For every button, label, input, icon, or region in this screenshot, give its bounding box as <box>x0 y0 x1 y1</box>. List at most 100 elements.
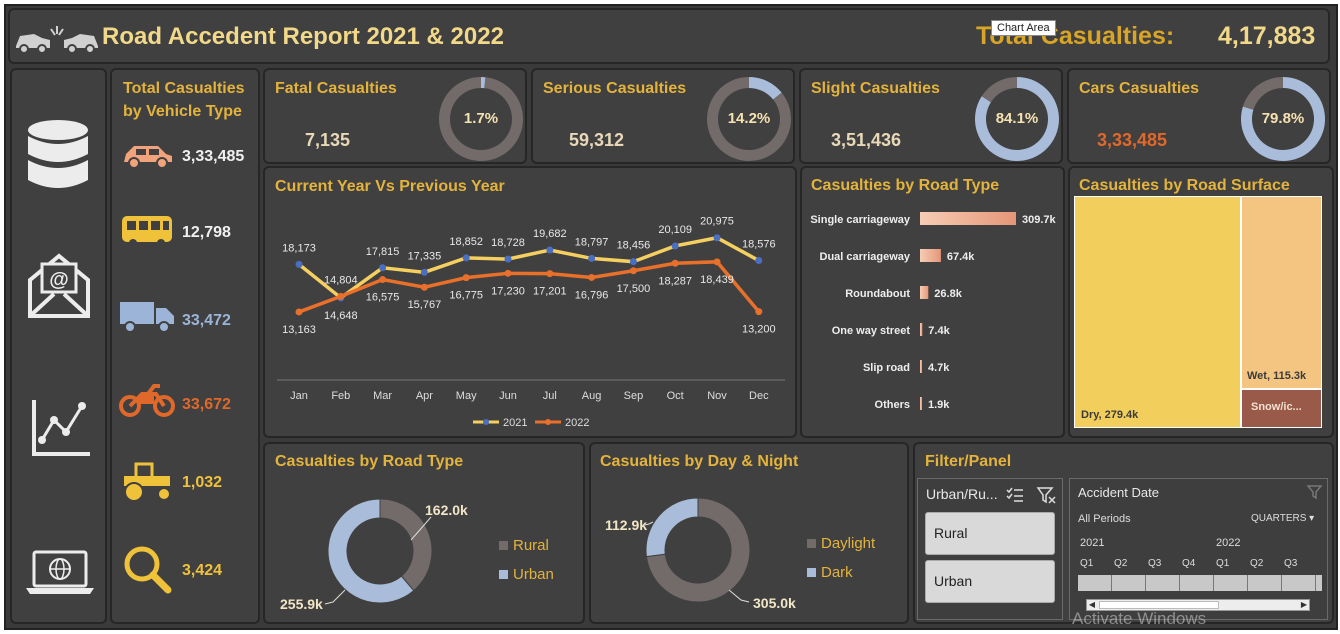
slicer-option-rural[interactable]: Rural <box>925 512 1055 555</box>
legend-label-2021: 2021 <box>503 417 527 429</box>
data-label: 18,287 <box>658 275 692 287</box>
data-label: 14,648 <box>324 310 358 322</box>
data-label: 18,797 <box>575 236 609 248</box>
kpi-donut-share-arc <box>749 77 782 100</box>
data-label: 20,975 <box>700 216 734 228</box>
vehicle-panel-title-2: by Vehicle Type <box>123 103 242 120</box>
series-point-2021 <box>671 242 679 250</box>
filter-panel-title: Filter/Panel <box>925 453 1012 470</box>
daynight-donut-panel[interactable]: Casualties by Day & Night Daylight Dark … <box>589 442 909 624</box>
road-surface-panel[interactable]: Casualties by Road Surface Dry, 279.4k W… <box>1068 166 1334 438</box>
legend-dark-label: Dark <box>821 564 853 581</box>
magnifier-icon <box>124 546 172 594</box>
road-type-bar-chart: Single carriageway 309.7k Dual carriageway… <box>810 212 1057 411</box>
leader-line-dark <box>644 521 654 526</box>
data-label: 16,775 <box>449 290 483 302</box>
data-label: 16,796 <box>575 289 609 301</box>
vehicle-panel-title-1: Total Casualties <box>123 80 245 97</box>
sidebar: @ <box>10 68 107 624</box>
chart-area-tooltip: Chart Area <box>991 20 1056 36</box>
road-type-bar-title: Casualties by Road Type <box>811 177 1000 194</box>
vehicle-row-car: 3,33,485 <box>112 134 262 184</box>
mail-icon[interactable]: @ <box>26 250 92 320</box>
kpi-value-fatal: 7,135 <box>305 130 351 150</box>
bar <box>920 212 1016 225</box>
timeline-scrollbar[interactable]: ◀ ▶ <box>1086 599 1310 611</box>
scroll-right-arrow[interactable]: ▶ <box>1300 600 1308 609</box>
line-chart-icon[interactable] <box>30 398 92 458</box>
legend-urban-swatch <box>499 570 508 579</box>
data-label: 18,456 <box>617 240 651 252</box>
kpi-card-cars: Cars Casualties 3,33,485 79.8% <box>1067 68 1331 164</box>
bar <box>920 360 922 373</box>
kpi-donut-rest-arc <box>981 77 1017 103</box>
timeline-clear-filter-icon[interactable] <box>1306 484 1324 500</box>
road-surface-title: Casualties by Road Surface <box>1079 177 1290 194</box>
timeline-q1-2022: Q1 <box>1216 558 1230 569</box>
bar-value-label: 7.4k <box>928 325 950 337</box>
kpi-pct-fatal: 1.7% <box>463 110 499 127</box>
data-label: 18,576 <box>742 239 776 251</box>
bar-value-label: 1.9k <box>928 399 950 411</box>
treemap-wet-label: Wet, 115.3k <box>1247 370 1307 382</box>
kpi-pct-cars: 79.8% <box>1261 110 1305 127</box>
scroll-left-arrow[interactable]: ◀ <box>1088 600 1096 609</box>
kpi-title-fatal: Fatal Casualties <box>275 80 397 97</box>
daynight-donut-title: Casualties by Day & Night <box>600 453 799 470</box>
area-donut-chart <box>324 498 433 605</box>
database-icon[interactable] <box>24 118 92 198</box>
legend-rural: Rural <box>499 537 549 555</box>
series-point-2022 <box>379 276 387 284</box>
timeline-level-dropdown[interactable]: QUARTERS ▾ <box>1251 513 1314 524</box>
car-crash-icon <box>16 26 98 54</box>
laptop-globe-icon[interactable] <box>24 548 96 596</box>
leader-line-rural <box>410 516 432 541</box>
total-casualties-value: 4,17,883 <box>1218 22 1316 50</box>
x-tick-label: Apr <box>416 390 433 402</box>
data-label: 20,109 <box>658 224 692 236</box>
line-chart-title: Current Year Vs Previous Year <box>275 178 505 195</box>
slice-urban <box>327 498 415 604</box>
timeline-period-bar[interactable] <box>1078 575 1322 591</box>
timeline-title: Accident Date <box>1078 485 1159 500</box>
data-label: 18,728 <box>491 237 525 249</box>
legend-rural-label: Rural <box>513 537 549 554</box>
scroll-thumb[interactable] <box>1099 601 1219 609</box>
treemap-wet[interactable]: Wet, 115.3k <box>1241 196 1322 389</box>
data-label: 14,804 <box>324 274 358 286</box>
slice-daylight <box>645 497 751 603</box>
timeline-q2-2021: Q2 <box>1114 558 1128 569</box>
data-label: 15,767 <box>408 299 442 311</box>
x-tick-label: Nov <box>707 390 727 402</box>
bar-category-label: Slip road <box>863 362 910 374</box>
kpi-card-fatal: Fatal Casualties 7,135 1.7% <box>263 68 527 164</box>
kpi-card-serious: Serious Casualties 59,312 14.2% <box>531 68 795 164</box>
legend-marker-2021 <box>483 419 489 425</box>
clear-filter-icon[interactable] <box>1036 486 1056 504</box>
x-tick-label: Oct <box>667 390 684 402</box>
motorcycle-casualties-value: 33,672 <box>182 396 231 413</box>
series-point-2022 <box>504 269 512 277</box>
slicer-option-urban[interactable]: Urban <box>925 560 1055 603</box>
bar-value-label: 67.4k <box>947 251 975 263</box>
slicer-title: Urban/Ru... <box>926 486 998 502</box>
road-type-bar-panel[interactable]: Casualties by Road Type Single carriagew… <box>800 166 1065 438</box>
timeline-year-2022: 2022 <box>1216 537 1241 549</box>
kpi-pct-serious: 14.2% <box>727 110 771 127</box>
kpi-donut-slight <box>975 77 1059 161</box>
line-chart-panel[interactable]: Current Year Vs Previous Year Jan Feb Mar A… <box>263 166 797 438</box>
chevron-down-icon: ▾ <box>1309 513 1315 524</box>
treemap-snow[interactable]: Snow/ic... <box>1241 389 1322 428</box>
series-point-2021 <box>546 246 554 254</box>
area-donut-panel[interactable]: Casualties by Road Type Rural Urban 162.… <box>263 442 585 624</box>
multi-select-icon[interactable] <box>1006 487 1024 503</box>
data-label: 17,230 <box>491 285 525 297</box>
legend-label-2022: 2022 <box>565 417 589 429</box>
series-point-2021 <box>462 254 470 262</box>
x-tick-label: Feb <box>331 390 350 402</box>
timeline-q4-2021: Q4 <box>1182 558 1196 569</box>
treemap-dry[interactable]: Dry, 279.4k <box>1074 196 1241 428</box>
vehicle-row-truck: 33,472 <box>112 296 262 346</box>
series-point-2022 <box>588 273 596 281</box>
x-tick-label: Jul <box>543 390 557 402</box>
